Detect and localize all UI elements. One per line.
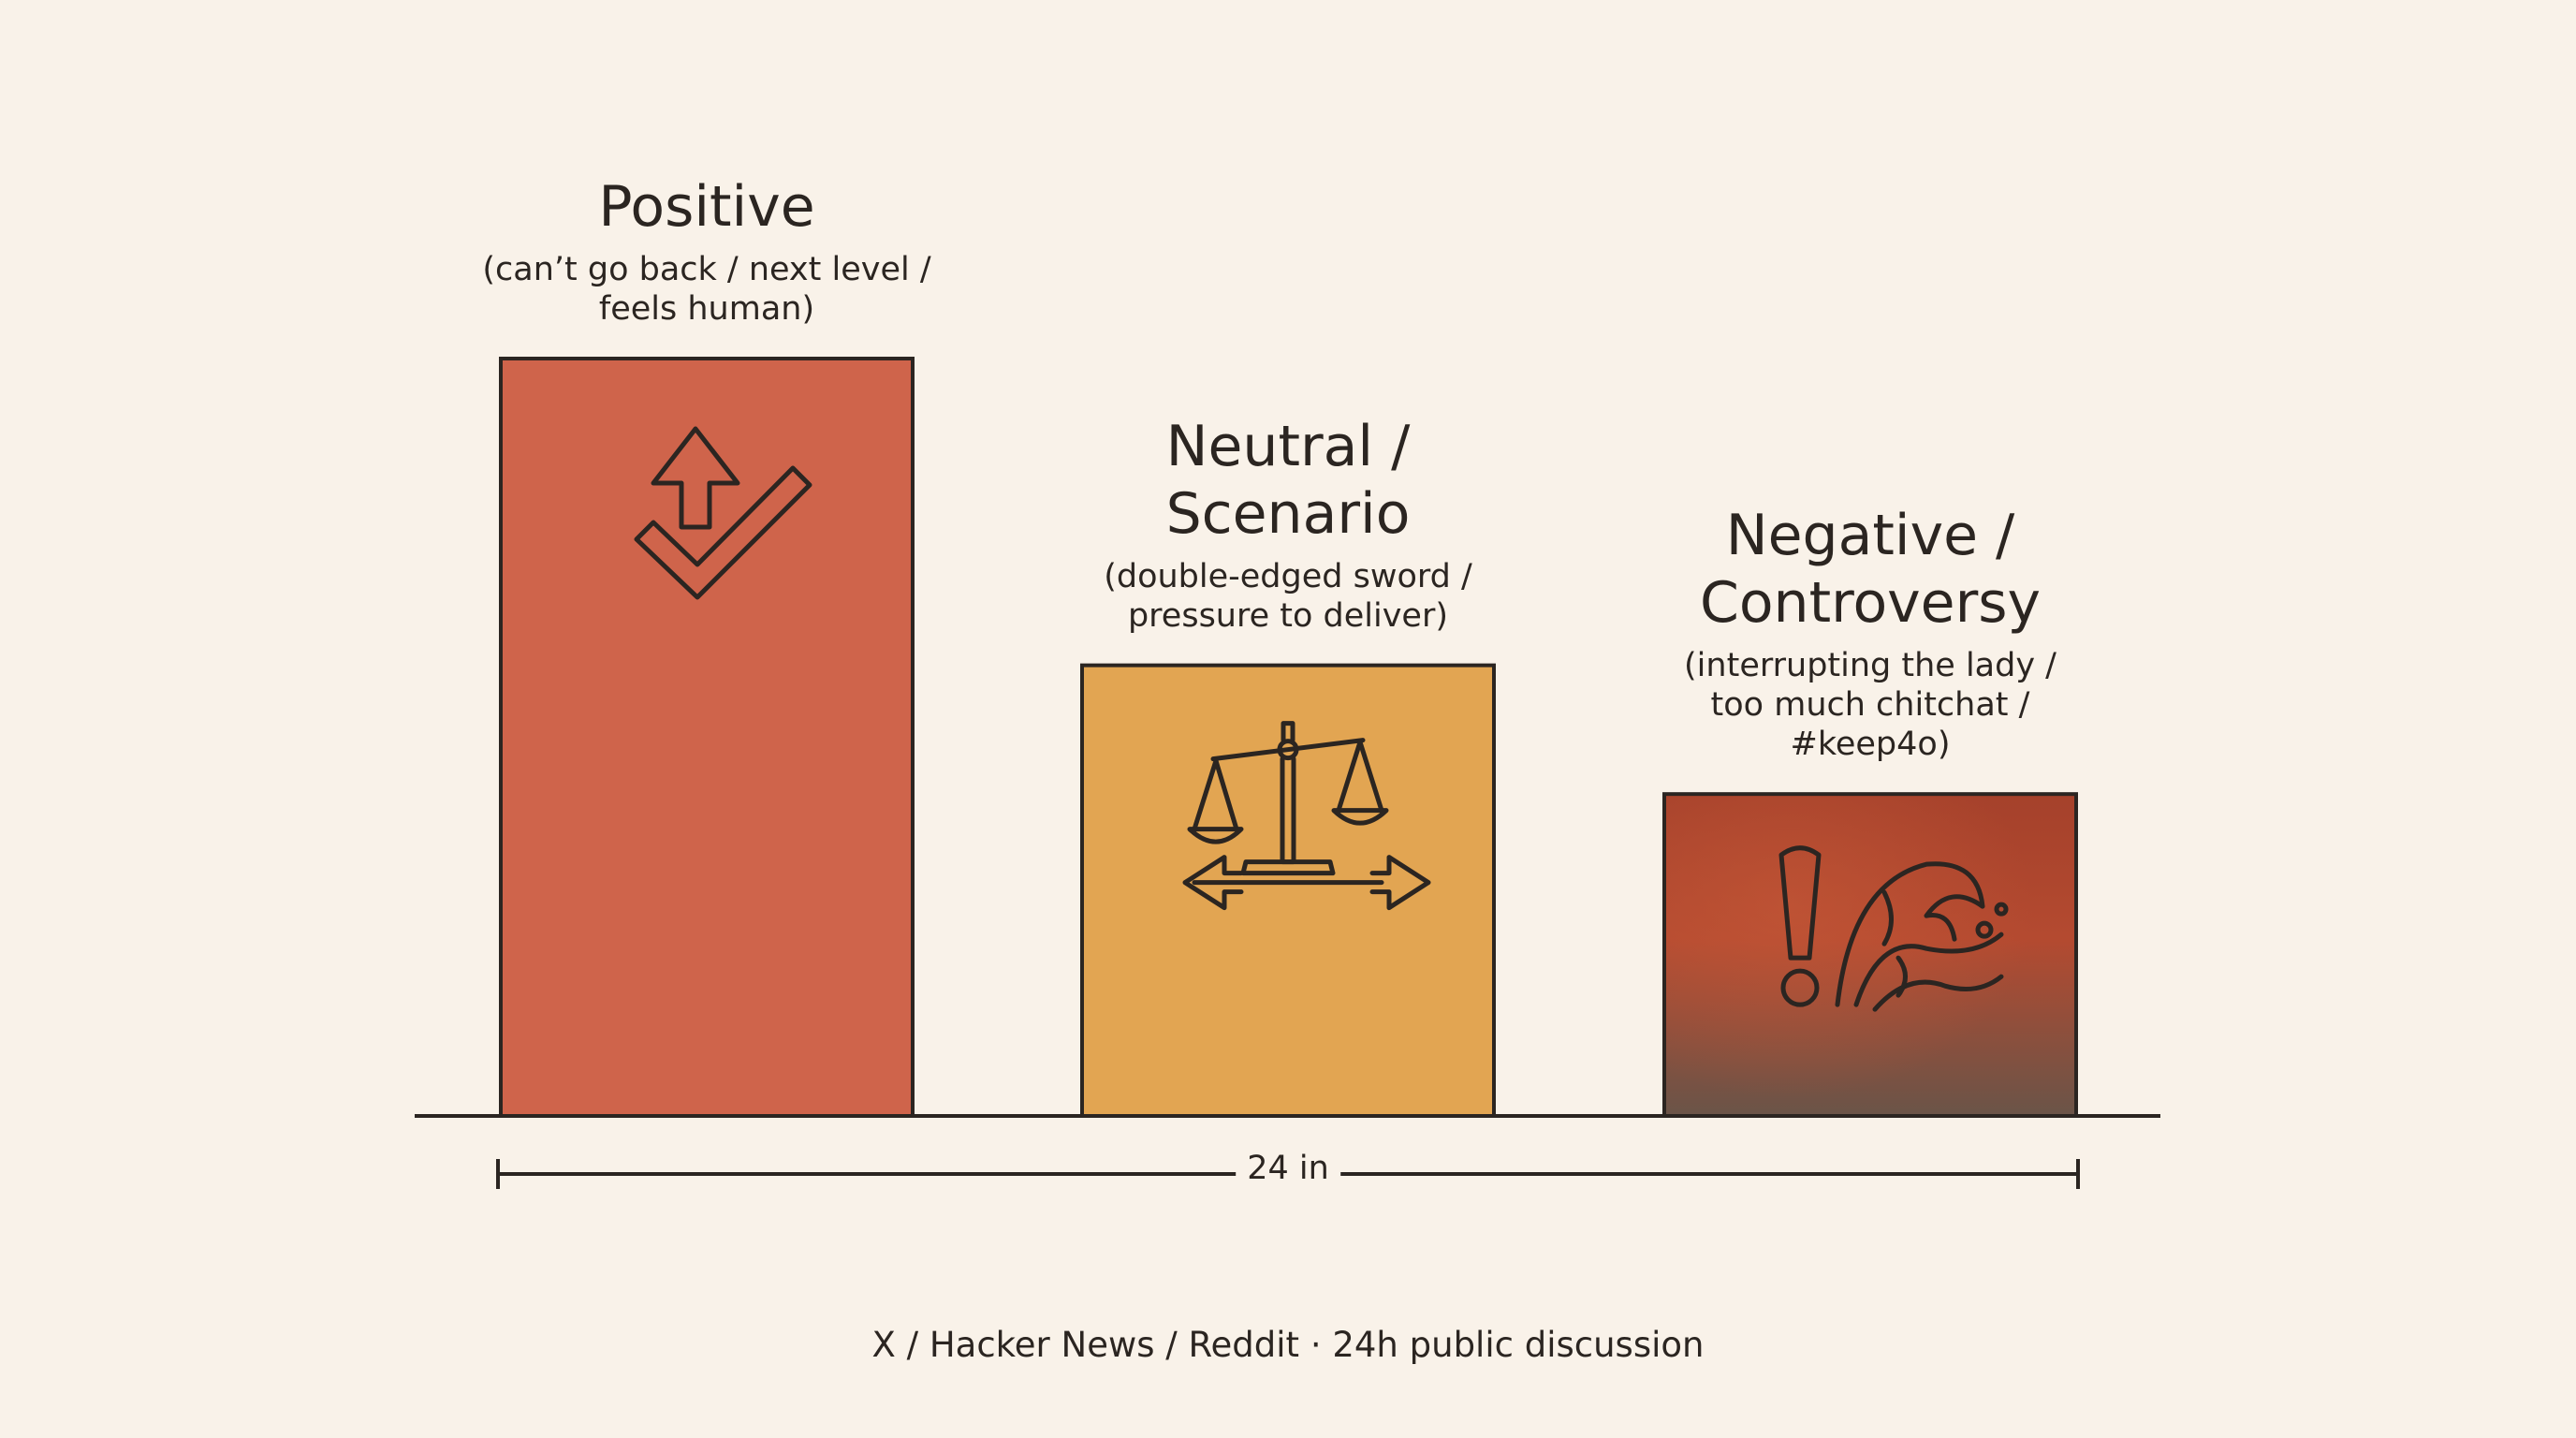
exclamation-wave-icon [1778, 845, 2009, 1012]
measure-label: 24 in [1236, 1150, 1340, 1187]
category-name: Negative / Controversy [1699, 503, 2042, 637]
bar-3-texture [1666, 796, 2074, 1114]
bar-label-2: Neutral / Scenario (double-edged sword / … [1104, 413, 1472, 636]
bar-1 [499, 357, 915, 1118]
up-arrow-check-icon [634, 426, 812, 600]
bar-2 [1080, 663, 1496, 1119]
source-caption: X / Hacker News / Reddit · 24h public di… [871, 1325, 1705, 1365]
category-name: Positive [598, 174, 815, 240]
category-note: (interrupting the lady / too much chitch… [1684, 647, 2056, 764]
bar-label-1: Positive (can’t go back / next level / fe… [482, 173, 930, 329]
category-note: (can’t go back / next level / feels huma… [482, 251, 931, 328]
balance-scale-icon [1182, 721, 1431, 911]
category-name: Neutral / Scenario [1165, 413, 1411, 547]
bar-label-3: Negative / Controversy (interrupting the … [1684, 502, 2056, 764]
category-note: (double-edged sword / pressure to delive… [1104, 557, 1472, 635]
